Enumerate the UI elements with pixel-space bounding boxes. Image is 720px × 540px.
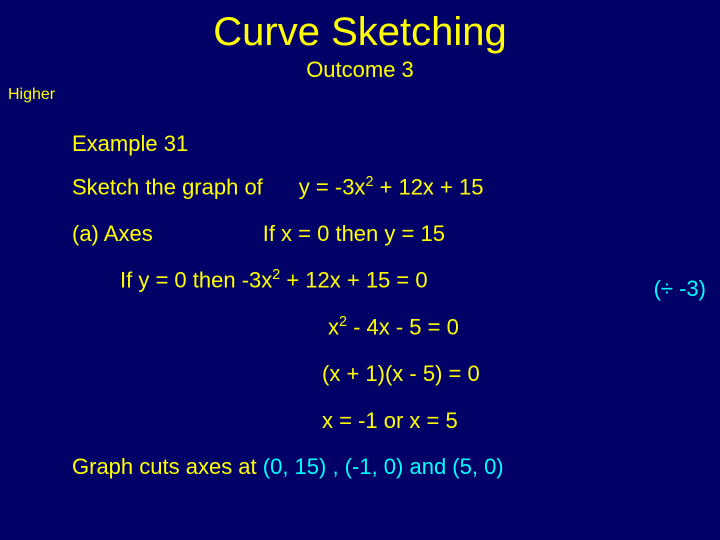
- outcome-label: Outcome 3: [0, 57, 720, 83]
- final-prefix: Graph cuts axes at: [72, 454, 263, 479]
- if-x0: If x = 0 then y = 15: [263, 221, 445, 246]
- divide-note: (÷ -3): [654, 276, 706, 302]
- axes-row: (a) Axes If x = 0 then y = 15: [72, 220, 504, 249]
- if-y0-prefix: If y = 0 then: [120, 267, 242, 292]
- sketch-prefix: Sketch the graph of: [72, 174, 263, 199]
- slide-title: Curve Sketching: [0, 0, 720, 55]
- sketch-row: Sketch the graph ofy = -3x2 + 12x + 15: [72, 173, 504, 202]
- eq2-sup: 2: [339, 314, 347, 330]
- example-label: Example 31: [72, 130, 504, 159]
- equation-y-part1: y = -3x: [299, 174, 366, 199]
- if-y0-lhs: -3x: [242, 267, 273, 292]
- if-y0-sup: 2: [272, 267, 280, 283]
- eq2-lhs: x: [328, 314, 339, 339]
- eq3-row: (x + 1)(x - 5) = 0: [322, 360, 504, 389]
- equation-y-tail: + 12x + 15: [373, 174, 483, 199]
- final-row: Graph cuts axes at (0, 15) , (-1, 0) and…: [72, 453, 504, 482]
- higher-label: Higher: [8, 86, 55, 104]
- slide-content: Example 31 Sketch the graph of y = -3x 2 +…: [72, 130, 504, 482]
- part-a-label: (a) Axes: [72, 221, 153, 246]
- eq2-row: x2 - 4x - 5 = 0: [328, 313, 504, 342]
- eq2-tail: - 4x - 5 = 0: [347, 314, 459, 339]
- final-points: (0, 15) , (-1, 0) and (5, 0): [263, 454, 504, 479]
- if-y0-row: If y = 0 then -3x2 + 12x + 15 = 0: [120, 266, 504, 295]
- eq4-row: x = -1 or x = 5: [322, 407, 504, 436]
- if-y0-tail: + 12x + 15 = 0: [280, 267, 427, 292]
